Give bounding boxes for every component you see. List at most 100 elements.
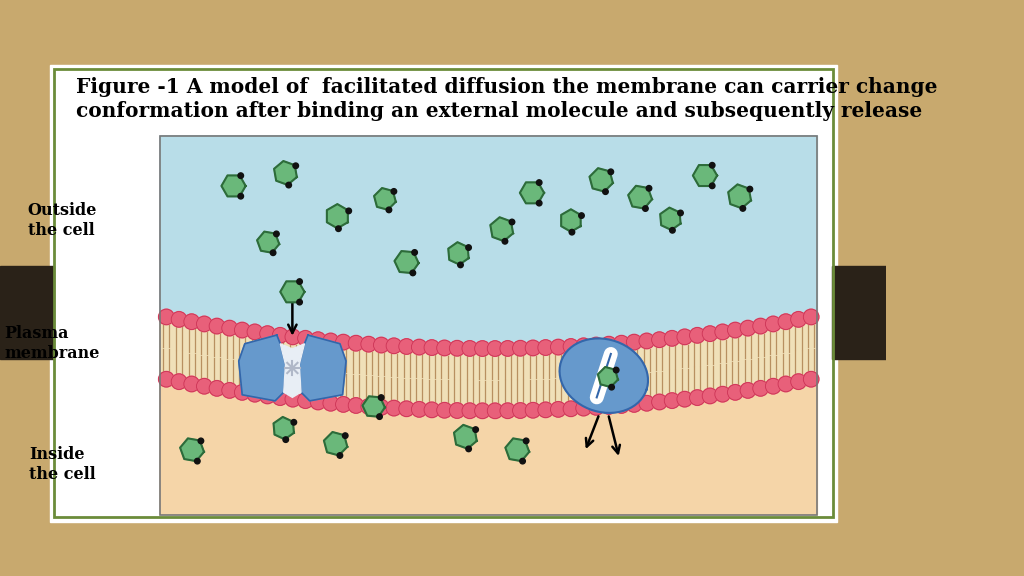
Polygon shape [160, 316, 817, 411]
Circle shape [379, 395, 384, 400]
Polygon shape [273, 417, 294, 439]
Circle shape [462, 340, 477, 356]
Polygon shape [160, 378, 817, 514]
Circle shape [298, 393, 313, 408]
Circle shape [710, 162, 715, 168]
Polygon shape [394, 251, 419, 273]
Circle shape [377, 414, 382, 419]
Circle shape [273, 231, 280, 237]
Circle shape [670, 228, 675, 233]
Circle shape [260, 326, 275, 342]
Circle shape [386, 400, 401, 416]
Circle shape [689, 390, 706, 406]
Circle shape [639, 396, 654, 411]
Polygon shape [520, 183, 544, 203]
Circle shape [209, 381, 224, 396]
Circle shape [247, 324, 262, 340]
Circle shape [538, 402, 553, 418]
Circle shape [285, 391, 301, 407]
Circle shape [740, 206, 745, 211]
Circle shape [272, 390, 288, 406]
Circle shape [238, 194, 244, 199]
Circle shape [677, 329, 692, 344]
Circle shape [651, 394, 668, 410]
Circle shape [651, 332, 668, 347]
Circle shape [551, 339, 566, 355]
Circle shape [346, 208, 351, 214]
Circle shape [513, 403, 528, 418]
Circle shape [753, 381, 768, 396]
Circle shape [677, 391, 692, 407]
Circle shape [374, 338, 389, 353]
Text: Inside
the cell: Inside the cell [29, 446, 95, 483]
Circle shape [678, 210, 683, 216]
Circle shape [458, 262, 463, 268]
Circle shape [627, 334, 642, 350]
Circle shape [297, 300, 302, 305]
Circle shape [575, 400, 591, 416]
Circle shape [466, 446, 471, 452]
Circle shape [184, 376, 200, 392]
Circle shape [500, 340, 515, 356]
Circle shape [342, 433, 348, 438]
Circle shape [589, 400, 604, 415]
Circle shape [487, 403, 503, 419]
Circle shape [348, 335, 364, 351]
Circle shape [391, 188, 396, 194]
Circle shape [283, 437, 289, 442]
Polygon shape [559, 339, 648, 413]
Circle shape [336, 334, 351, 350]
Circle shape [608, 169, 613, 175]
Circle shape [575, 338, 591, 354]
Circle shape [646, 185, 651, 191]
Circle shape [412, 249, 418, 255]
Circle shape [579, 213, 585, 218]
Circle shape [791, 374, 806, 389]
Circle shape [475, 403, 490, 419]
Circle shape [665, 331, 680, 346]
Circle shape [270, 250, 275, 256]
Polygon shape [590, 168, 613, 192]
Circle shape [563, 339, 579, 354]
Polygon shape [257, 232, 280, 253]
Text: Plasma
membrane: Plasma membrane [4, 325, 99, 362]
Circle shape [613, 335, 630, 351]
Circle shape [197, 378, 212, 394]
Circle shape [473, 427, 478, 433]
Circle shape [310, 394, 326, 410]
Circle shape [310, 332, 326, 347]
Text: conformation after binding an external molecule and subsequently release: conformation after binding an external m… [76, 101, 923, 121]
Circle shape [778, 376, 794, 392]
Polygon shape [449, 242, 469, 264]
Circle shape [159, 372, 174, 387]
Polygon shape [598, 367, 617, 387]
Polygon shape [299, 335, 346, 401]
Circle shape [424, 340, 439, 355]
Circle shape [360, 336, 377, 352]
Circle shape [286, 182, 292, 188]
Circle shape [410, 270, 416, 276]
Circle shape [702, 326, 718, 342]
Bar [160, 136, 817, 514]
Bar [0, 266, 53, 359]
Circle shape [609, 384, 614, 390]
Bar [54, 69, 833, 517]
Circle shape [293, 163, 299, 169]
Circle shape [563, 401, 579, 416]
Circle shape [436, 340, 453, 356]
Circle shape [323, 333, 339, 348]
Circle shape [360, 399, 377, 414]
Polygon shape [324, 432, 347, 456]
Text: Figure -1 A model of  facilitated diffusion the membrane can carrier change: Figure -1 A model of facilitated diffusi… [76, 77, 938, 97]
Circle shape [171, 374, 186, 389]
Polygon shape [454, 425, 477, 449]
Circle shape [520, 458, 525, 464]
Circle shape [502, 238, 508, 244]
Circle shape [260, 388, 275, 404]
Polygon shape [281, 344, 304, 397]
Circle shape [715, 324, 730, 340]
Circle shape [285, 329, 301, 344]
Circle shape [234, 385, 250, 400]
Circle shape [500, 403, 515, 419]
Circle shape [291, 419, 297, 425]
